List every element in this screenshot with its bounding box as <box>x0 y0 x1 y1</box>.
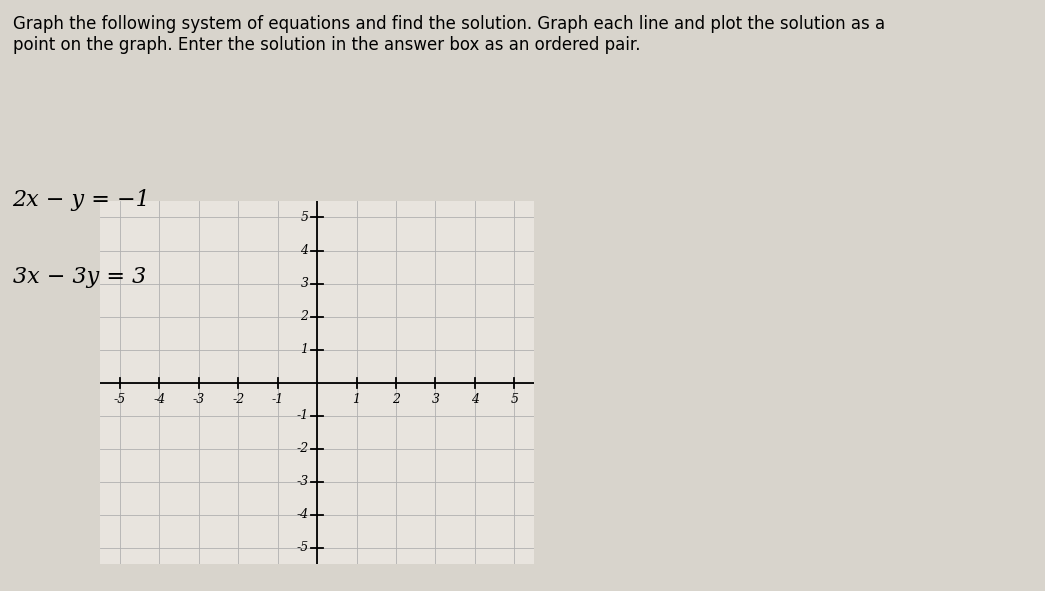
Text: -2: -2 <box>232 393 245 406</box>
Text: 5: 5 <box>510 393 518 406</box>
Text: -1: -1 <box>296 409 308 422</box>
Text: 1: 1 <box>352 393 361 406</box>
Text: 1: 1 <box>301 343 308 356</box>
Text: -5: -5 <box>114 393 126 406</box>
Text: 2x − y = −1: 2x − y = −1 <box>13 189 150 211</box>
Text: 4: 4 <box>301 244 308 257</box>
Text: -1: -1 <box>272 393 284 406</box>
Text: 4: 4 <box>471 393 479 406</box>
Text: 2: 2 <box>301 310 308 323</box>
Text: -2: -2 <box>296 442 308 455</box>
Text: -3: -3 <box>296 475 308 488</box>
Text: 3: 3 <box>432 393 440 406</box>
Text: 5: 5 <box>301 211 308 224</box>
Text: -4: -4 <box>154 393 165 406</box>
Text: 2: 2 <box>392 393 400 406</box>
Text: -3: -3 <box>192 393 205 406</box>
Text: 3x − 3y = 3: 3x − 3y = 3 <box>13 266 146 288</box>
Text: -5: -5 <box>296 541 308 554</box>
Text: -4: -4 <box>296 508 308 521</box>
Text: 3: 3 <box>301 277 308 290</box>
Text: Graph the following system of equations and find the solution. Graph each line a: Graph the following system of equations … <box>13 15 885 54</box>
